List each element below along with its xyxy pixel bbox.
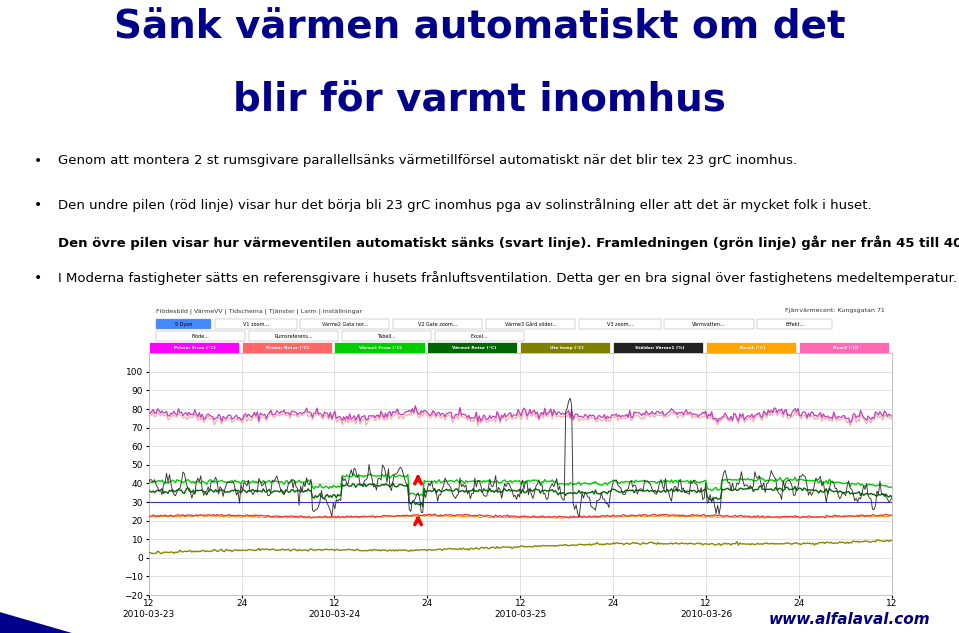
Bar [579, 319, 661, 329]
Text: •: • [35, 198, 42, 212]
Bar [521, 342, 610, 353]
Bar [434, 331, 524, 341]
Bar [428, 342, 518, 353]
Text: Värmet Retur (°C): Värmet Retur (°C) [452, 346, 496, 349]
Text: Flödesbild | VärmeVV | Tidschema | Tjänster | Larm | Inställningar: Flödesbild | VärmeVV | Tidschema | Tjäns… [156, 308, 363, 313]
Bar [242, 342, 332, 353]
Text: Sänk värmen automatiskt om det: Sänk värmen automatiskt om det [114, 9, 845, 47]
Bar [706, 342, 796, 353]
Text: •: • [35, 271, 42, 285]
Polygon shape [0, 612, 72, 633]
Bar [156, 319, 211, 329]
Text: Excel...: Excel... [471, 334, 488, 339]
Bar [342, 331, 432, 341]
Text: Rum1 (°C): Rum1 (°C) [740, 346, 765, 349]
Text: Effekt...: Effekt... [785, 322, 805, 327]
Text: V2 Gate zoom...: V2 Gate zoom... [418, 322, 457, 327]
Text: 5 Dyon: 5 Dyon [175, 322, 192, 327]
Bar [613, 342, 703, 353]
Bar [393, 319, 482, 329]
Text: Värme3 Gård söder...: Värme3 Gård söder... [504, 322, 556, 327]
Text: Primär Fram (°C): Primär Fram (°C) [175, 346, 216, 349]
Bar [156, 331, 246, 341]
Bar [486, 319, 575, 329]
Text: Stäldon Värme1 (%): Stäldon Värme1 (%) [635, 346, 685, 349]
Bar [665, 319, 754, 329]
Text: Rum2 (°C): Rum2 (°C) [832, 346, 858, 349]
Text: Ute temp (°C): Ute temp (°C) [550, 346, 584, 349]
Bar [799, 342, 889, 353]
Bar [215, 319, 296, 329]
Text: Tabell...: Tabell... [377, 334, 396, 339]
Text: Den övre pilen visar hur värmeventilen automatiskt sänks (svart linje). Framledn: Den övre pilen visar hur värmeventilen a… [58, 236, 959, 251]
Text: Primär Retur (°C): Primär Retur (°C) [267, 346, 310, 349]
Text: Värmvatten...: Värmvatten... [692, 322, 726, 327]
Text: Värme2 Gata nor...: Värme2 Gata nor... [322, 322, 368, 327]
Text: Värmet Fram (°C): Värmet Fram (°C) [360, 346, 403, 349]
Text: Genom att montera 2 st rumsgivare parallellsänks värmetillförsel automatiskt när: Genom att montera 2 st rumsgivare parall… [58, 154, 797, 167]
Text: •: • [35, 154, 42, 168]
Text: V1 zoom...: V1 zoom... [243, 322, 269, 327]
Text: Flöde...: Flöde... [192, 334, 210, 339]
Text: Fjärrvärmecent: Kungsgatan 71: Fjärrvärmecent: Kungsgatan 71 [784, 308, 884, 313]
Bar [149, 342, 239, 353]
Text: www.alfalaval.com: www.alfalaval.com [768, 612, 930, 627]
Text: Den undre pilen (röd linje) visar hur det börja bli 23 grC inomhus pga av solins: Den undre pilen (röd linje) visar hur de… [58, 198, 876, 212]
Text: I Moderna fastigheter sätts en referensgivare i husets frånluftsventilation. Det: I Moderna fastigheter sätts en referensg… [58, 271, 956, 285]
Bar [758, 319, 832, 329]
Text: V3 zoom...: V3 zoom... [607, 322, 633, 327]
Bar [249, 331, 339, 341]
Text: Rumsreferens...: Rumsreferens... [274, 334, 313, 339]
Text: blir för varmt inomhus: blir för varmt inomhus [233, 82, 726, 120]
Bar [335, 342, 425, 353]
Bar [300, 319, 389, 329]
